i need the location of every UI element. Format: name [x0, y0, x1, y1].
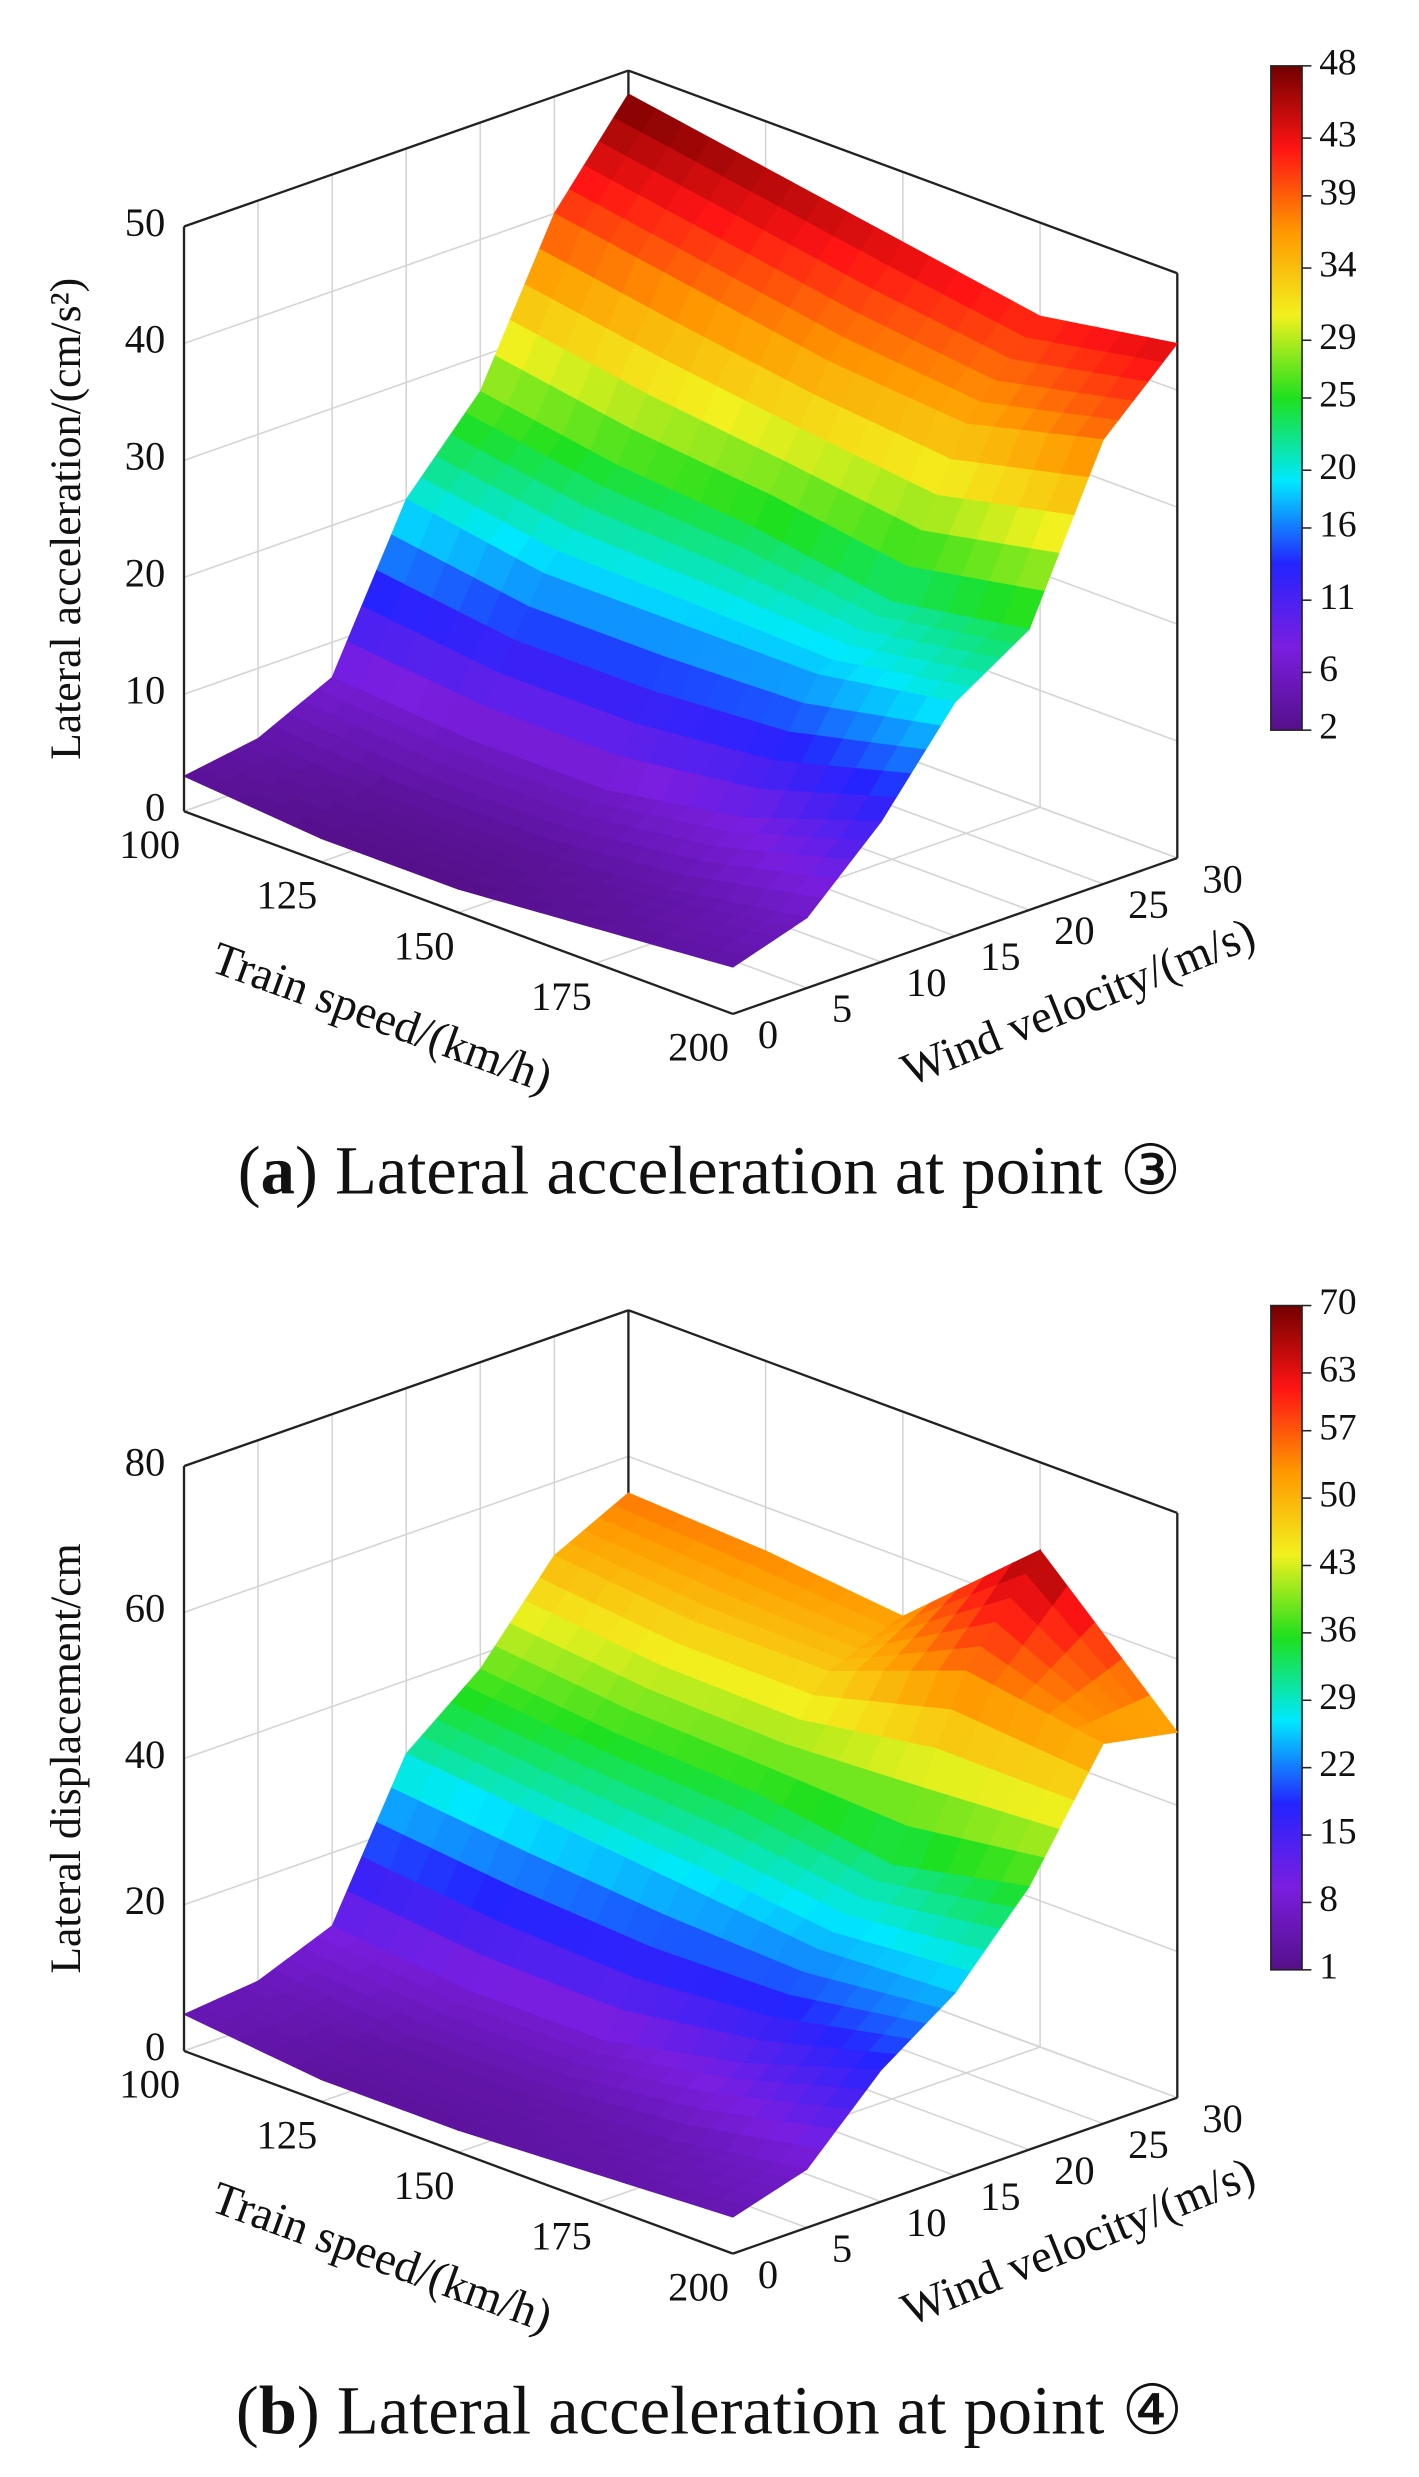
colorbar-tick-label: 36 — [1319, 1609, 1356, 1650]
x-tick-label: 175 — [531, 974, 592, 1019]
z-axis-title: Lateral acceleration/(cm/s²) — [42, 278, 90, 760]
x-tick-label: 200 — [668, 2264, 729, 2309]
z-tick-label: 20 — [125, 1878, 166, 1923]
y-tick-label: 10 — [906, 2200, 947, 2245]
axis-line — [183, 810, 734, 1016]
x-tick-label: 125 — [257, 873, 318, 918]
x-tick-label: 175 — [531, 2214, 592, 2259]
colorbar-tick-label: 2 — [1319, 707, 1338, 748]
x-tick-label: 200 — [668, 1025, 729, 1070]
x-tick-label: 150 — [394, 2163, 455, 2208]
axis-line — [183, 2049, 734, 2255]
caption-part: a — [261, 1132, 295, 1208]
y-tick-label: 15 — [980, 2174, 1021, 2219]
axis-line — [732, 856, 1178, 1016]
colorbar-tick-label: 22 — [1319, 1744, 1356, 1785]
colorbar-tick-label: 25 — [1319, 375, 1356, 416]
x-tick-label: 100 — [119, 822, 180, 867]
y-tick-label: 30 — [1202, 2096, 1243, 2141]
y-tick-label: 30 — [1202, 856, 1243, 901]
colorbar-tick-label: 8 — [1319, 1879, 1338, 1920]
surface-patch — [704, 2198, 749, 2218]
colorbar-tick-label: 15 — [1319, 1812, 1356, 1853]
caption-part: ( — [236, 2372, 259, 2448]
y-tick-label: 0 — [758, 2252, 778, 2297]
colorbar-tick-label: 6 — [1319, 649, 1338, 690]
caption: (b) Lateral acceleration at point ④ — [236, 2372, 1183, 2448]
z-tick-label: 40 — [125, 317, 166, 362]
x-tick-label: 150 — [394, 923, 455, 968]
colorbar-tick-label: 1 — [1319, 1946, 1338, 1987]
y-tick-label: 5 — [832, 986, 852, 1031]
colorbar-tick-label: 11 — [1319, 577, 1355, 618]
y-tick-label: 25 — [1128, 882, 1169, 927]
y-tick-label: 15 — [980, 934, 1021, 979]
surface-patch — [704, 949, 749, 968]
colorbar-tick-label: 34 — [1319, 245, 1357, 286]
x-axis-title: Train speed/(km/h) — [205, 932, 559, 1103]
axis-line — [628, 69, 1178, 275]
colorbar — [1270, 65, 1303, 731]
colorbar-tick-label: 57 — [1319, 1407, 1356, 1448]
x-axis-title: Train speed/(km/h) — [205, 2172, 559, 2343]
z-tick-label: 80 — [125, 1439, 166, 1484]
z-tick-label: 40 — [125, 1732, 166, 1777]
colorbar — [1270, 1304, 1303, 1971]
z-tick-label: 0 — [145, 2024, 165, 2069]
z-tick-label: 20 — [125, 551, 166, 596]
colorbar-tick-label: 29 — [1319, 1677, 1356, 1718]
y-tick-label: 10 — [906, 960, 947, 1005]
axis-line — [732, 2096, 1178, 2255]
colorbar-tick-label: 48 — [1319, 42, 1356, 83]
x-tick-label: 100 — [119, 2062, 180, 2107]
z-tick-label: 0 — [145, 785, 165, 830]
colorbar-tick-label: 43 — [1319, 115, 1356, 156]
colorbar-tick-label: 43 — [1319, 1542, 1356, 1583]
axis-line — [183, 69, 629, 228]
colorbar-tick-label: 50 — [1319, 1475, 1356, 1516]
z-axis-title: Lateral displacement/cm — [42, 1543, 90, 1973]
x-tick-label: 125 — [257, 2112, 318, 2157]
caption-part: ( — [238, 1132, 261, 1208]
y-tick-label: 25 — [1128, 2122, 1169, 2167]
colorbar-tick-label: 39 — [1319, 172, 1356, 213]
caption-part: b — [259, 2372, 297, 2448]
y-tick-label: 20 — [1054, 908, 1095, 953]
axis-line — [183, 1309, 629, 1468]
z-tick-label: 10 — [125, 668, 166, 713]
colorbar-tick-label: 16 — [1319, 505, 1356, 546]
caption: (a) Lateral acceleration at point ③ — [238, 1132, 1181, 1208]
colorbar-tick-label: 63 — [1319, 1350, 1356, 1391]
caption-part: ) Lateral acceleration at point ④ — [297, 2372, 1183, 2448]
caption-part: ) Lateral acceleration at point ③ — [295, 1132, 1181, 1208]
z-tick-label: 50 — [125, 200, 166, 245]
colorbar-tick-label: 70 — [1319, 1282, 1356, 1323]
y-tick-label: 5 — [832, 2226, 852, 2271]
z-tick-label: 60 — [125, 1586, 166, 1631]
y-tick-label: 0 — [758, 1012, 778, 1057]
colorbar-tick-label: 29 — [1319, 317, 1356, 358]
y-tick-label: 20 — [1054, 2148, 1095, 2193]
colorbar-tick-label: 20 — [1319, 447, 1356, 488]
z-tick-label: 30 — [125, 434, 166, 479]
axis-line — [628, 1309, 1178, 1515]
